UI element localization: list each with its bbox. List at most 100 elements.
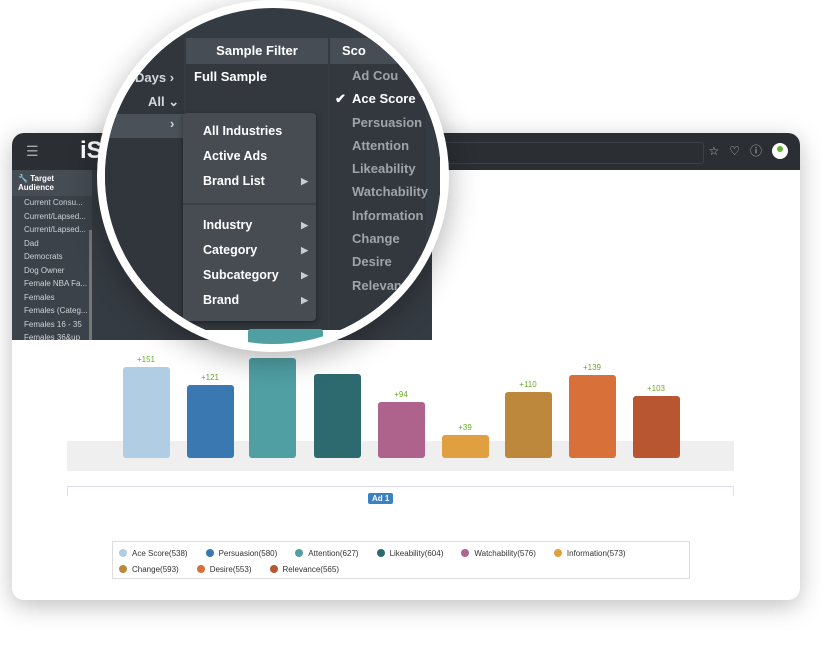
dropdown-item[interactable]: Industry ▶ [203, 218, 308, 232]
legend-item[interactable]: Likeability(604) [376, 546, 443, 560]
filter-column [105, 38, 184, 330]
hamburger-icon[interactable]: ☰ [26, 143, 39, 159]
all-row[interactable]: All ⌄ [148, 94, 180, 109]
user-avatar-icon[interactable] [772, 142, 788, 159]
sidebar-item[interactable]: Democrats [24, 252, 63, 261]
dropdown-item[interactable]: Active Ads [203, 149, 308, 163]
legend-label: Attention(627) [308, 548, 359, 558]
dropdown-item-label: All Industries [203, 124, 283, 138]
legend-label: Persuasion(580) [218, 548, 278, 558]
sidebar: 🔧 Target Audience Current Consu... Curren… [12, 170, 92, 340]
divider [183, 203, 316, 205]
magnified-bar [248, 329, 323, 344]
score-option-label: Relevance [352, 277, 417, 293]
legend-item[interactable]: Ace Score(538) [119, 546, 188, 560]
full-sample-option[interactable]: Full Sample [194, 69, 267, 84]
bar-watchability [377, 401, 425, 458]
caret-right-icon: ▶ [301, 245, 308, 255]
info-icon[interactable]: ⓘ [749, 144, 762, 158]
score-option[interactable]: Watchability [330, 180, 429, 203]
legend-dot [269, 565, 278, 573]
legend-item[interactable]: Change(593) [119, 562, 179, 576]
data-label: +110 [519, 380, 537, 389]
dropdown-item[interactable]: Brand ▶ [203, 293, 308, 307]
bar-persuasion [186, 385, 234, 458]
score-option[interactable]: Information [330, 204, 426, 227]
sidebar-item[interactable]: Females 16 - 35 [24, 319, 82, 329]
dropdown-item[interactable]: Brand List ▶ [203, 174, 308, 188]
data-label: +139 [582, 362, 602, 372]
score-option-label: Information [352, 207, 424, 223]
score-option-label: Likeability [352, 161, 416, 177]
sidebar-item[interactable]: Dad [24, 238, 39, 248]
x-axis [67, 486, 734, 496]
data-label: +94 [394, 389, 408, 399]
dropdown-item-label: Category [203, 243, 258, 257]
dropdown-item-label: Brand List [203, 174, 265, 188]
legend-dot [461, 549, 470, 557]
score-option[interactable]: ✔ Ace Score [330, 87, 426, 110]
score-option[interactable]: Relevance [330, 274, 426, 297]
sidebar-item[interactable]: Females 36&up [24, 333, 81, 340]
legend-label: Watchability(576) [474, 548, 536, 558]
data-label: +39 [458, 422, 472, 432]
dropdown-item[interactable]: Category ▶ [203, 243, 308, 257]
score-header: Sco [330, 38, 426, 64]
data-label: +151 [136, 355, 156, 365]
legend-label: Relevance(565) [282, 564, 339, 574]
legend-item[interactable]: Desire(553) [196, 562, 252, 576]
sidebar-title: 🔧 Target Audience [12, 170, 92, 196]
sidebar-item[interactable]: Females (Categ... [24, 306, 88, 315]
legend-dot [295, 549, 304, 557]
dropdown-item[interactable]: All Industries [203, 124, 308, 138]
legend-item[interactable]: Watchability(576) [461, 546, 536, 560]
sidebar-item[interactable]: Current/Lapsed... [24, 225, 86, 234]
bar-ace-score [122, 367, 170, 458]
score-option[interactable]: Ad Cou [330, 64, 426, 87]
caret-right-icon: ▶ [301, 295, 308, 305]
score-option[interactable]: Likeability [330, 157, 426, 180]
bar-information [441, 434, 489, 458]
score-option-label: Ad Cou [352, 68, 399, 83]
sidebar-item[interactable]: Female NBA Fa... [24, 279, 88, 288]
legend-dot [376, 549, 385, 557]
legend-dot [119, 565, 127, 573]
legend-label: Desire(553) [209, 564, 252, 574]
bar-relevance [632, 396, 680, 458]
score-option[interactable]: Desire [330, 250, 426, 273]
caret-right-icon: ▶ [301, 176, 308, 186]
bell-icon[interactable]: ♡ [729, 143, 740, 158]
sidebar-item[interactable]: Females [24, 292, 55, 302]
legend-item[interactable]: Attention(627) [295, 546, 359, 560]
score-option-label: Persuasion [352, 114, 423, 130]
dropdown-item[interactable]: Subcategory ▶ [203, 268, 308, 282]
wrench-icon: 🔧 [18, 174, 28, 183]
check-icon: ✔ [335, 91, 346, 107]
legend-dot [196, 565, 205, 573]
dropdown-item-label: Industry [203, 218, 253, 232]
score-option-label: Watchability [352, 184, 429, 200]
sidebar-item[interactable]: Current Consu... [24, 198, 83, 207]
star-icon[interactable]: ☆ [708, 143, 720, 158]
score-option[interactable]: Attention [330, 134, 426, 157]
bar-likeability [313, 374, 361, 458]
legend-dot [553, 549, 562, 557]
search-input[interactable] [432, 142, 704, 164]
dropdown-item-label: Subcategory [203, 268, 279, 282]
bar-desire [568, 374, 616, 458]
days-row[interactable]: Days › [135, 70, 175, 85]
score-option-label: Change [352, 231, 400, 247]
selected-row[interactable]: › [105, 114, 184, 138]
legend-dot [119, 549, 127, 557]
data-label: +103 [646, 384, 666, 394]
bar-change [504, 392, 552, 458]
sidebar-item[interactable]: Dog Owner [24, 265, 65, 275]
sidebar-item[interactable]: Current/Lapsed... [24, 211, 86, 221]
score-option[interactable]: Change [330, 227, 426, 250]
legend-item[interactable]: Information(573) [553, 546, 626, 560]
score-option[interactable]: Persuasion [330, 111, 426, 134]
legend-item[interactable]: Relevance(565) [269, 562, 339, 576]
legend-item[interactable]: Persuasion(580) [205, 546, 278, 560]
scrollbar[interactable] [89, 230, 92, 340]
data-label: +121 [200, 373, 220, 383]
